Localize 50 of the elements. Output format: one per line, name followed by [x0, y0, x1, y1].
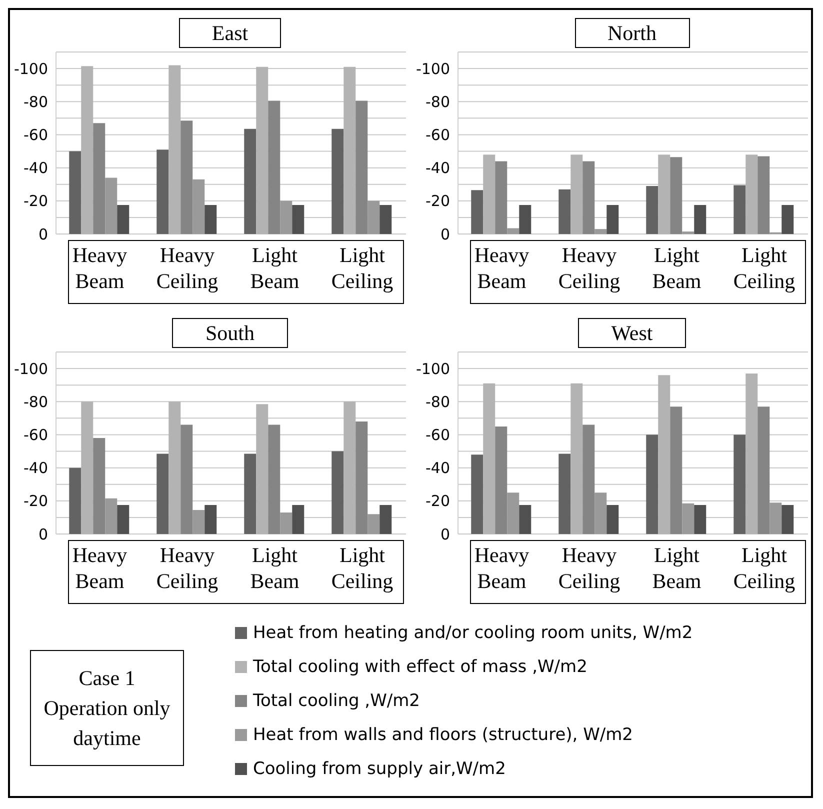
chart-title: West [578, 318, 686, 348]
y-tick-label: 0 [38, 525, 48, 544]
x-tick-label: Heavy Ceiling [558, 243, 621, 293]
y-tick-label: 0 [440, 225, 450, 244]
y-tick-label: -40 [426, 459, 450, 478]
x-tick-label: Heavy Beam [72, 243, 128, 293]
y-tick-label: -20 [426, 492, 450, 510]
y-tick-label: -100 [14, 60, 48, 78]
chart-title: South [172, 318, 288, 348]
y-tick-label: -80 [24, 392, 48, 411]
x-tick-label: Heavy Beam [72, 543, 128, 593]
chart-title: East [178, 18, 282, 48]
y-tick-label: -40 [24, 159, 48, 178]
y-tick-label: -100 [416, 60, 450, 78]
x-tick-label: Heavy Ceiling [156, 543, 219, 593]
x-tick-label: Heavy Beam [474, 543, 530, 593]
x-tick-label: Heavy Ceiling [558, 543, 621, 593]
legend-label: Heat from heating and/or cooling room units, W/m2 [253, 623, 693, 643]
y-tick-label: -80 [426, 92, 450, 111]
x-tick-label: Light Ceiling [331, 243, 394, 293]
y-tick-label: -80 [24, 92, 48, 111]
y-tick-label: -20 [24, 492, 48, 510]
y-tick-label: -20 [426, 192, 450, 210]
y-tick-label: -40 [24, 459, 48, 478]
legend-label: Cooling from supply air,W/m2 [253, 759, 506, 779]
x-tick-label: Heavy Ceiling [156, 243, 219, 293]
y-tick-label: -60 [24, 126, 48, 144]
y-tick-label: 0 [440, 525, 450, 544]
x-tick-label: Light Ceiling [331, 543, 394, 593]
y-tick-label: -60 [24, 426, 48, 444]
y-tick-label: -100 [14, 360, 48, 378]
y-tick-label: 0 [38, 225, 48, 244]
chart-title: North [574, 18, 690, 48]
y-tick-label: -100 [416, 360, 450, 378]
x-tick-label: Light Beam [250, 543, 300, 593]
x-tick-label: Light Ceiling [733, 543, 796, 593]
y-tick-label: -20 [24, 192, 48, 210]
x-tick-label: Light Beam [652, 243, 702, 293]
legend-label: Heat from walls and floors (structure), W/m2 [253, 725, 634, 745]
x-tick-label: Light Beam [250, 243, 300, 293]
x-tick-label: Light Beam [652, 543, 702, 593]
x-tick-label: Heavy Beam [474, 243, 530, 293]
y-tick-label: -60 [426, 126, 450, 144]
legend-label: Total cooling ,W/m2 [253, 691, 420, 711]
text: Case 1 Operation only daytime [42, 665, 172, 752]
x-tick-label: Light Ceiling [733, 243, 796, 293]
legend-label: Total cooling with effect of mass ,W/m2 [253, 657, 588, 677]
y-tick-label: -80 [426, 392, 450, 411]
y-tick-label: -60 [426, 426, 450, 444]
y-tick-label: -40 [426, 159, 450, 178]
